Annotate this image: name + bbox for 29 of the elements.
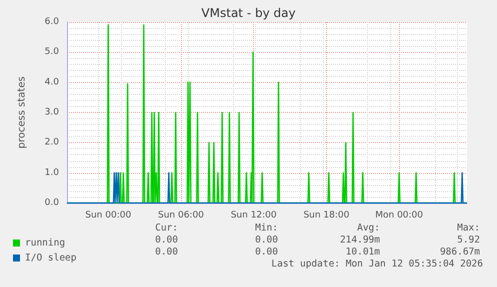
y-axis-title: process states [16,76,28,149]
text: Cur: [155,222,178,234]
y-tick-label: 1.0 [44,168,60,178]
text: 5.92 [457,234,480,246]
y-tick-label: 2.0 [44,138,60,148]
chart-title: VMstat - by day [201,6,296,20]
text: 0.00 [255,246,278,258]
text: 0.00 [255,234,278,246]
text: Last update: Mon Jan 12 05:35:04 2026 [271,258,484,270]
x-tick-label: Sun 18:00 [303,210,350,220]
legend-label: running [25,238,66,248]
text: 0.00 [155,246,178,258]
legend-label: I/O sleep [25,252,77,264]
y-tick-label: 3.0 [44,108,60,118]
x-tick-label: Sun 12:00 [230,210,277,220]
y-tick-label: 4.0 [44,77,60,88]
x-tick-label: Sun 00:00 [85,210,132,220]
text: 10.01m [346,246,380,258]
text: 986.67m [440,246,480,258]
y-tick-label: 0.0 [44,198,60,208]
x-tick-label: Sun 06:00 [158,210,204,220]
text: Max: [457,222,480,234]
text: Min: [255,222,278,234]
y-tick-label: 5.0 [44,47,60,58]
text: 0.00 [155,234,178,246]
text: 214.99m [340,234,380,246]
x-tick-label: Mon 00:00 [375,210,424,220]
y-tick-label: 6.0 [44,17,60,27]
text: Avg: [357,222,380,234]
